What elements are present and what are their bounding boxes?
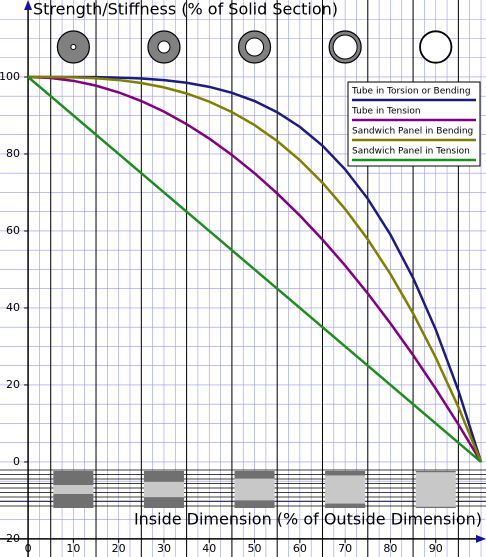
- y-tick-label: 0: [13, 455, 20, 468]
- y-tick-label: 20: [6, 378, 20, 391]
- tube-bore: [332, 34, 358, 60]
- x-tick-label: 70: [338, 542, 352, 555]
- y-tick-label: 60: [6, 224, 20, 237]
- series-line: [27, 76, 482, 463]
- panel-core: [325, 471, 366, 508]
- y-tick-label: 100: [0, 70, 20, 83]
- panel-face: [234, 471, 275, 479]
- panel-face: [53, 471, 94, 485]
- series-line: [28, 75, 483, 463]
- x-axis-title: Inside Dimension (% of Outside Dimension…: [134, 510, 482, 529]
- x-tick-label: 50: [248, 542, 262, 555]
- y-tick-label: -20: [2, 532, 20, 545]
- panel-face: [234, 500, 275, 508]
- tube-bore: [245, 37, 265, 57]
- x-axis-arrow: [476, 534, 486, 543]
- tube-bore: [70, 44, 77, 50]
- panel-face: [53, 494, 94, 508]
- panel-core: [415, 471, 456, 508]
- x-tick-label: 40: [202, 542, 216, 555]
- y-tick-label: 40: [6, 301, 20, 314]
- panel-face: [143, 497, 184, 508]
- tube-bore: [419, 31, 452, 63]
- x-tick-label: 60: [293, 542, 307, 555]
- panel-face: [415, 506, 456, 508]
- legend-box: [347, 81, 481, 167]
- legend-label: Tube in Torsion or Bending: [351, 87, 471, 97]
- legend-label: Sandwich Panel in Bending: [352, 127, 473, 137]
- panel-face: [325, 503, 366, 508]
- decoration: [0, 30, 486, 508]
- tube-bore: [157, 40, 171, 54]
- panel-face: [143, 471, 184, 482]
- x-tick-label: 80: [383, 542, 397, 555]
- series-line: [28, 75, 483, 463]
- x-tick-label: 90: [429, 542, 443, 555]
- panel-face: [325, 471, 366, 476]
- panel-face: [415, 471, 456, 473]
- y-tick-label: 80: [6, 147, 20, 160]
- x-tick-label: 30: [157, 542, 171, 555]
- y-axis-arrow: [24, 0, 33, 10]
- legend-label: Tube in Tension: [351, 107, 421, 117]
- x-tick-label: 10: [66, 542, 80, 555]
- legend-label: Sandwich Panel in Tension: [352, 147, 470, 157]
- x-tick-label: 20: [112, 542, 126, 555]
- series-line: [28, 75, 483, 463]
- y-axis-title: Strength/Stiffness (% of Solid Section): [33, 0, 338, 19]
- x-tick-label: 0: [25, 542, 32, 555]
